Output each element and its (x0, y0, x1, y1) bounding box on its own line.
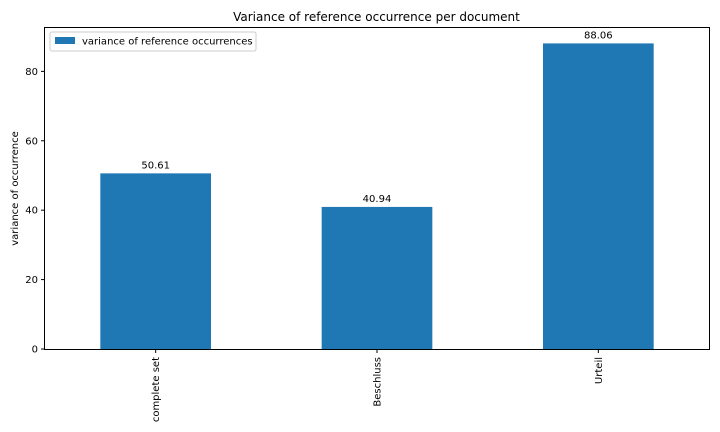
data-labels-group: 50.61 40.94 88.06 (141, 30, 612, 205)
chart-title: Variance of reference occurrence per doc… (233, 10, 520, 24)
bars-group (100, 43, 654, 350)
y-tick-label: 80 (25, 67, 38, 78)
data-label: 50.61 (141, 160, 170, 171)
bar-urteil (543, 43, 654, 350)
data-label: 40.94 (363, 194, 392, 205)
x-axis-ticks: complete set Beschluss Urteil (151, 349, 605, 422)
plot-frame (44, 27, 710, 350)
legend-label: variance of reference occurrences (82, 37, 253, 48)
y-tick-label: 40 (25, 206, 38, 217)
bar-complete-set (100, 173, 211, 349)
y-axis-label: variance of occurrence (10, 131, 21, 245)
y-tick-label: 20 (25, 275, 38, 286)
y-axis-ticks: 0 20 40 60 80 (25, 67, 45, 356)
legend-swatch (55, 37, 75, 44)
x-tick-label: complete set (151, 357, 162, 422)
legend-box (49, 31, 257, 52)
x-tick-label: Beschluss (373, 357, 384, 407)
bar-beschluss (321, 206, 433, 349)
y-tick-label: 0 (32, 345, 38, 356)
legend: variance of reference occurrences (49, 31, 257, 52)
y-tick-label: 60 (25, 136, 38, 147)
data-label: 88.06 (584, 30, 613, 41)
x-tick-label: Urteil (594, 357, 605, 384)
